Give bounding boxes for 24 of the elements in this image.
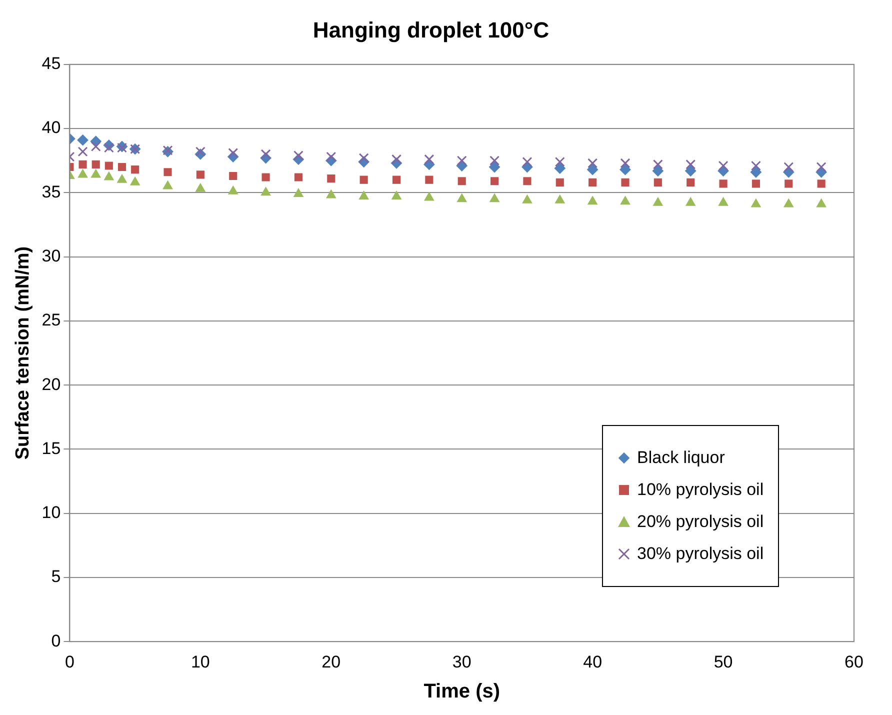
y-axis-title: Surface tension (mN/m) xyxy=(12,246,34,460)
legend-label: Black liquor xyxy=(637,448,725,468)
y-tick-label: 5 xyxy=(51,567,61,586)
x-tick-label: 30 xyxy=(452,652,472,672)
y-tick-label: 35 xyxy=(42,182,61,202)
y-tick-label: 15 xyxy=(42,438,61,458)
legend-label: 20% pyrolysis oil xyxy=(637,512,764,532)
y-tick-label: 25 xyxy=(42,310,61,330)
y-tick-label: 0 xyxy=(51,631,61,650)
legend-label: 30% pyrolysis oil xyxy=(637,544,764,564)
y-tick-label: 40 xyxy=(42,118,61,138)
y-tick-label: 30 xyxy=(42,246,61,266)
x-axis-title: Time (s) xyxy=(424,680,500,703)
x-tick-label: 60 xyxy=(844,652,864,672)
y-tick-label: 10 xyxy=(42,503,61,522)
legend-label: 10% pyrolysis oil xyxy=(637,480,764,500)
x-tick-label: 40 xyxy=(583,652,602,672)
y-tick-label: 20 xyxy=(42,374,61,394)
x-tick-label: 20 xyxy=(322,652,341,672)
x-tick-label: 10 xyxy=(190,652,210,672)
y-tick-label: 45 xyxy=(42,54,61,74)
x-tick-label: 50 xyxy=(714,652,733,672)
chart-title: Hanging droplet 100°C xyxy=(312,17,550,42)
x-tick-label: 0 xyxy=(64,652,74,672)
